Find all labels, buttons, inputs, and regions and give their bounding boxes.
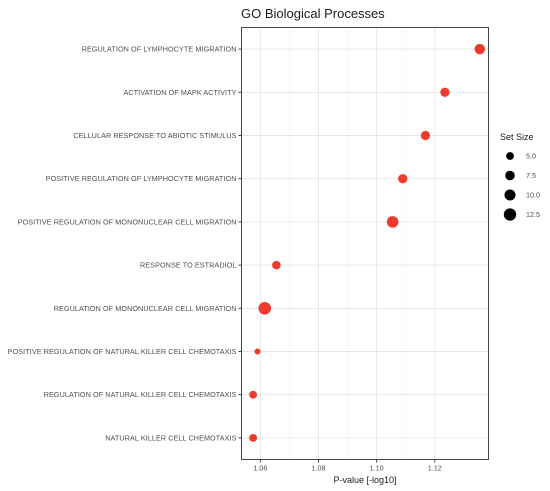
data-point — [386, 216, 399, 228]
legend-key — [503, 208, 517, 221]
legend-key — [506, 152, 514, 160]
data-point — [249, 433, 258, 442]
data-point — [440, 87, 450, 97]
grid — [241, 27, 489, 460]
category-label: ACTIVATION OF MAPK ACTIVITY — [123, 88, 236, 97]
x-tick-label: 1.12 — [428, 464, 442, 473]
data-points — [249, 43, 486, 442]
category-label: POSITIVE REGULATION OF LYMPHOCYTE MIGRAT… — [46, 174, 237, 183]
category-label: RESPONSE TO ESTRADIOL — [140, 261, 237, 270]
plot-panel — [241, 27, 489, 460]
legend: Set Size 5.0 7.5 10.0 12.5 — [500, 132, 540, 221]
legend-key — [504, 189, 516, 201]
category-label: NATURAL KILLER CELL CHEMOTAXIS — [105, 433, 236, 442]
x-axis-title: P-value [-log10] — [333, 475, 396, 485]
category-label: REGULATION OF LYMPHOCYTE MIGRATION — [82, 45, 237, 54]
legend-label: 10.0 — [526, 191, 540, 200]
category-label: REGULATION OF MONONUCLEAR CELL MIGRATION — [54, 304, 237, 313]
chart-title: GO Biological Processes — [241, 6, 385, 21]
x-axis: 1.06 1.08 1.10 1.12 — [253, 459, 442, 473]
category-label: REGULATION OF NATURAL KILLER CELL CHEMOT… — [44, 390, 237, 399]
category-label: POSITIVE REGULATION OF MONONUCLEAR CELL … — [18, 217, 237, 226]
data-point — [272, 260, 281, 270]
data-point — [254, 348, 261, 355]
legend-label: 12.5 — [526, 210, 540, 219]
legend-title: Set Size — [500, 132, 534, 142]
data-point — [258, 301, 272, 315]
data-point — [420, 130, 431, 141]
data-point — [249, 390, 258, 399]
category-label: CELLULAR RESPONSE TO ABIOTIC STIMULUS — [73, 131, 236, 140]
category-label: POSITIVE REGULATION OF NATURAL KILLER CE… — [8, 347, 237, 356]
x-tick-label: 1.08 — [312, 464, 326, 473]
x-tick-label: 1.06 — [253, 464, 267, 473]
data-point — [474, 43, 486, 55]
x-tick-label: 1.10 — [370, 464, 384, 473]
data-point — [398, 174, 408, 184]
legend-label: 7.5 — [526, 171, 536, 180]
legend-label: 5.0 — [526, 152, 536, 161]
legend-key — [505, 170, 515, 181]
y-axis-labels: REGULATION OF LYMPHOCYTE MIGRATION ACTIVA… — [8, 45, 242, 442]
